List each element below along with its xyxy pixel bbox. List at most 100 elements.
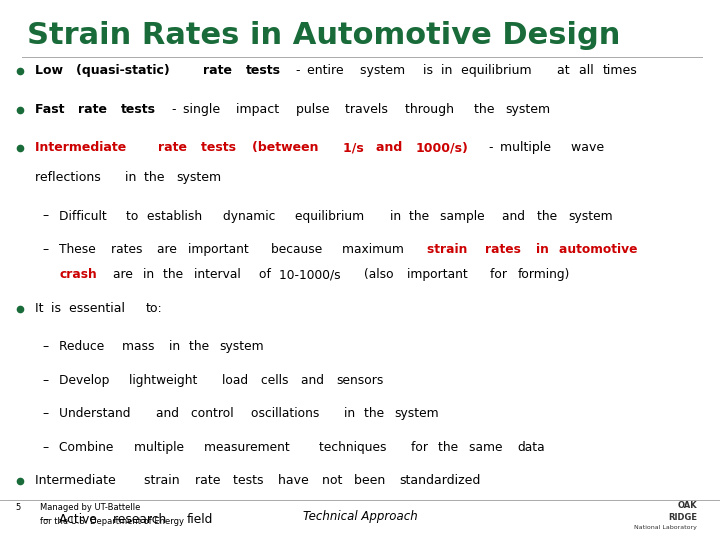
Text: OAK: OAK: [678, 501, 697, 510]
Text: the: the: [537, 210, 561, 222]
Text: –: –: [42, 210, 48, 222]
Text: system: system: [360, 64, 409, 77]
Text: measurement: measurement: [204, 441, 293, 454]
Text: for: for: [411, 441, 432, 454]
Text: Low: Low: [35, 64, 67, 77]
Text: These: These: [59, 243, 99, 256]
Text: essential: essential: [68, 301, 129, 315]
Text: standardized: standardized: [400, 474, 481, 488]
Text: in: in: [344, 407, 359, 421]
Text: Reduce: Reduce: [59, 340, 108, 354]
Text: Strain Rates in Automotive Design: Strain Rates in Automotive Design: [27, 21, 621, 50]
Text: -: -: [489, 141, 497, 154]
Text: strain: strain: [427, 243, 472, 256]
Text: mass: mass: [122, 340, 159, 354]
Text: are: are: [113, 268, 137, 281]
Text: impact: impact: [235, 103, 283, 116]
Text: the: the: [409, 210, 433, 222]
Text: and: and: [156, 407, 183, 421]
Text: in: in: [536, 243, 554, 256]
Text: the: the: [189, 340, 212, 354]
Text: –: –: [42, 243, 48, 256]
Text: system: system: [568, 210, 613, 222]
Text: data: data: [518, 441, 545, 454]
Text: rate: rate: [195, 474, 225, 488]
Text: and: and: [376, 141, 406, 154]
Text: for: for: [490, 268, 511, 281]
Text: (also: (also: [364, 268, 397, 281]
Text: –: –: [42, 374, 48, 387]
Text: at: at: [557, 64, 574, 77]
Text: to: to: [126, 210, 142, 222]
Text: the: the: [364, 407, 387, 421]
Text: not: not: [323, 474, 347, 488]
Text: oscillations: oscillations: [251, 407, 323, 421]
Text: pulse: pulse: [297, 103, 334, 116]
Text: same: same: [469, 441, 507, 454]
Text: in: in: [169, 340, 184, 354]
Text: Fast: Fast: [35, 103, 68, 116]
Text: is: is: [50, 301, 65, 315]
Text: tests: tests: [233, 474, 268, 488]
Text: field: field: [186, 513, 213, 526]
Text: in: in: [143, 268, 158, 281]
Text: crash: crash: [59, 268, 96, 281]
Text: the: the: [163, 268, 186, 281]
Text: –: –: [42, 441, 48, 454]
Text: RIDGE: RIDGE: [668, 513, 697, 522]
Text: multiple: multiple: [134, 441, 188, 454]
Text: in: in: [390, 210, 405, 222]
Text: rate: rate: [158, 141, 192, 154]
Text: important: important: [188, 243, 253, 256]
Text: rates: rates: [485, 243, 525, 256]
Text: rate: rate: [78, 103, 112, 116]
Text: important: important: [407, 268, 472, 281]
Text: the: the: [438, 441, 462, 454]
Text: cells: cells: [261, 374, 292, 387]
Text: Understand: Understand: [59, 407, 135, 421]
Text: Active: Active: [59, 513, 101, 526]
Text: –: –: [42, 340, 48, 354]
Text: –: –: [42, 407, 48, 421]
Text: rate: rate: [203, 64, 236, 77]
Text: forming): forming): [518, 268, 570, 281]
Text: 10-1000/s: 10-1000/s: [279, 268, 345, 281]
Text: Intermediate: Intermediate: [35, 474, 120, 488]
Text: strain: strain: [144, 474, 184, 488]
Text: are: are: [157, 243, 181, 256]
Text: tests: tests: [246, 64, 281, 77]
Text: in: in: [441, 64, 456, 77]
Text: for the U.S. Department of Energy: for the U.S. Department of Energy: [40, 517, 184, 526]
Text: reflections: reflections: [35, 171, 104, 184]
Text: It: It: [35, 301, 47, 315]
Text: 5: 5: [16, 503, 21, 512]
Text: automotive: automotive: [559, 243, 642, 256]
Text: system: system: [505, 103, 551, 116]
Text: through: through: [405, 103, 459, 116]
Text: lightweight: lightweight: [129, 374, 202, 387]
Text: techniques: techniques: [320, 441, 391, 454]
Text: (quasi-static): (quasi-static): [76, 64, 174, 77]
Text: have: have: [278, 474, 312, 488]
Text: system: system: [220, 340, 264, 354]
Text: because: because: [271, 243, 326, 256]
Text: single: single: [183, 103, 224, 116]
Text: sensors: sensors: [336, 374, 384, 387]
Text: the: the: [145, 171, 169, 184]
Text: equilibrium: equilibrium: [461, 64, 536, 77]
Text: establish: establish: [147, 210, 206, 222]
Text: entire: entire: [307, 64, 348, 77]
Text: travels: travels: [345, 103, 392, 116]
Text: research: research: [113, 513, 170, 526]
Text: all: all: [579, 64, 598, 77]
Text: -: -: [297, 64, 305, 77]
Text: National Laboratory: National Laboratory: [634, 525, 697, 530]
Text: Intermediate: Intermediate: [35, 141, 130, 154]
Text: –: –: [42, 513, 48, 526]
Text: interval: interval: [194, 268, 244, 281]
Text: -: -: [171, 103, 180, 116]
Text: sample: sample: [440, 210, 488, 222]
Text: the: the: [474, 103, 498, 116]
Text: dynamic: dynamic: [222, 210, 279, 222]
Text: (between: (between: [252, 141, 323, 154]
